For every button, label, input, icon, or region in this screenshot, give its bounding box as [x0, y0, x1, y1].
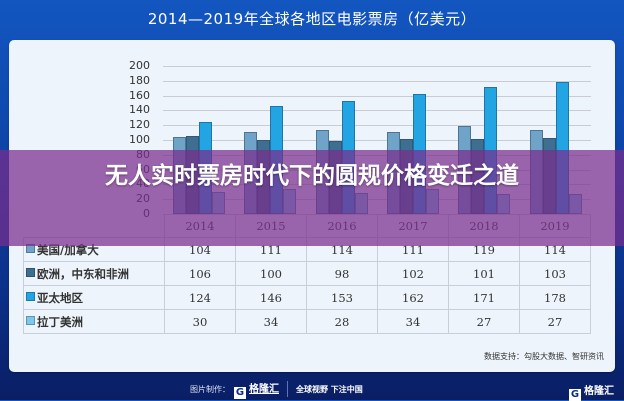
credit: 图片制作： G 格隆汇 全球视野 下注中国 [190, 380, 363, 399]
y-tick-label: 180 [129, 73, 150, 87]
y-tick-label: 140 [129, 103, 150, 117]
gridline [163, 66, 591, 67]
chart-title: 2014—2019年全球各地区电影票房（亿美元） [147, 10, 477, 28]
data-source: 数据支持：勾股大数据、智研资讯 [484, 352, 604, 361]
table-cell: 124 [164, 285, 236, 310]
y-tick-label: 160 [129, 88, 150, 102]
gridline [163, 140, 591, 141]
table-cell: 34 [377, 309, 449, 334]
legend-label: 亚太地区 [23, 285, 165, 310]
table-cell: 106 [164, 261, 236, 286]
table-cell: 171 [448, 285, 520, 310]
legend-label: 拉丁美洲 [23, 309, 165, 334]
table-row: 欧洲，中东和非洲 106 100 98 102 101 103 [23, 261, 591, 286]
gridline [163, 110, 591, 112]
credit-label: 图片制作： [190, 385, 230, 394]
table-row: 拉丁美洲 30 34 28 34 27 27 [23, 309, 591, 334]
legend-swatch-icon [26, 291, 35, 301]
footer-bar: 图片制作： G 格隆汇 全球视野 下注中国 G 格隆汇 [0, 372, 624, 401]
table-cell: 28 [306, 309, 378, 334]
headline[interactable]: 无人实时票房时代下的圆规价格变迁之道 [105, 163, 519, 189]
table-row: 亚太地区 124 146 153 162 171 178 [23, 285, 591, 310]
table-cell: 162 [377, 285, 449, 310]
gridline [163, 95, 591, 97]
table-cell: 102 [377, 261, 449, 286]
table-cell: 103 [519, 261, 591, 286]
y-tick-label: 100 [129, 133, 150, 146]
legend-swatch-icon [26, 267, 35, 277]
headline-overlay-band [0, 150, 624, 246]
logo-g-icon: G [569, 389, 581, 401]
table-cell: 30 [164, 309, 236, 334]
gridline [163, 125, 591, 127]
table-cell: 146 [235, 285, 307, 310]
corner-logo-text: 格隆汇 [584, 386, 614, 397]
table-cell: 27 [519, 309, 591, 334]
table-cell: 100 [235, 261, 307, 286]
y-tick-label: 120 [129, 118, 150, 132]
table-cell: 178 [519, 285, 591, 310]
table-cell: 27 [448, 309, 520, 334]
table-cell: 101 [448, 261, 520, 286]
slogan: 全球视野 下注中国 [296, 385, 363, 394]
corner-logo: G 格隆汇 [569, 382, 614, 401]
logo-g-icon: G [234, 387, 246, 399]
table-cell: 153 [306, 285, 378, 310]
table-cell: 34 [235, 309, 307, 334]
legend-swatch-icon [26, 315, 35, 325]
footer-divider [287, 381, 288, 397]
y-tick-label: 200 [129, 59, 150, 72]
logo-text: 格隆汇 [249, 384, 279, 395]
gridline [163, 80, 591, 82]
table-cell: 98 [306, 261, 378, 286]
legend-label: 欧洲，中东和非洲 [23, 261, 165, 286]
